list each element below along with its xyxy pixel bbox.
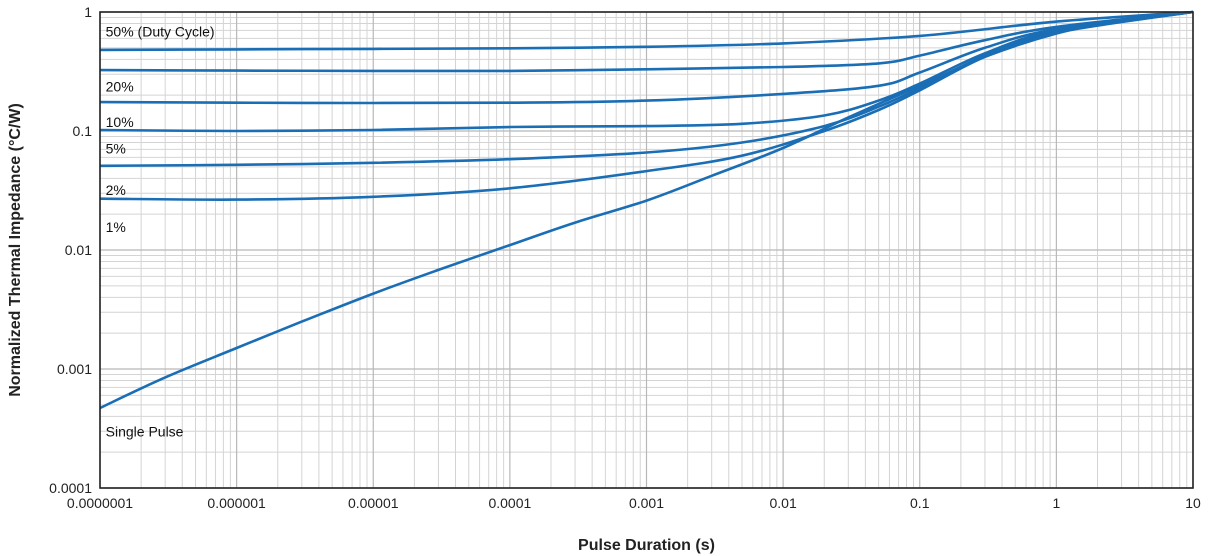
x-tick-label: 0.001 [629,495,664,511]
y-tick-label: 0.1 [73,123,93,139]
x-tick-label: 0.01 [770,495,797,511]
y-tick-label: 0.0001 [49,480,92,496]
y-tick-label: 1 [84,4,92,20]
series-line-7 [99,10,1194,410]
x-tick-label: 1 [1052,495,1060,511]
x-axis-ticks: 0.0000001 0.000001 0.00001 0.0001 0.001 0.01 0… [67,495,1201,511]
grid [99,11,1194,489]
y-axis-title: Normalized Thermal Impedance (°C/W) [7,103,24,397]
y-axis-ticks: 1 0.1 0.01 0.001 0.0001 [49,4,92,496]
x-tick-label: 0.000001 [207,495,266,511]
x-tick-label: 0.0001 [488,495,531,511]
curve-labels: 50% (Duty Cycle) 20% 10% 5% 2% 1% Single Pulse [106,24,215,440]
series-line-1 [99,10,1194,52]
series-label-2: 20% [106,78,134,94]
x-tick-label: 0.1 [910,495,930,511]
x-axis-title: Pulse Duration (s) [578,537,715,554]
series-line-3 [99,10,1194,105]
series-label-4: 5% [106,141,126,157]
x-tick-label: 0.0000001 [67,495,133,511]
plot-frame [99,11,1194,489]
series-line-2 [99,10,1194,73]
series-label-3: 10% [106,114,134,130]
series-label-1: 50% (Duty Cycle) [106,24,215,40]
x-tick-label: 10 [1185,495,1201,511]
y-tick-label: 0.001 [57,361,92,377]
series-label-6: 1% [106,219,126,235]
curves [99,10,1194,410]
x-tick-label: 0.00001 [348,495,399,511]
series-label-5: 2% [106,182,126,198]
series-label-7: Single Pulse [106,424,184,440]
y-tick-label: 0.01 [65,242,92,258]
series-line-4 [99,10,1194,133]
